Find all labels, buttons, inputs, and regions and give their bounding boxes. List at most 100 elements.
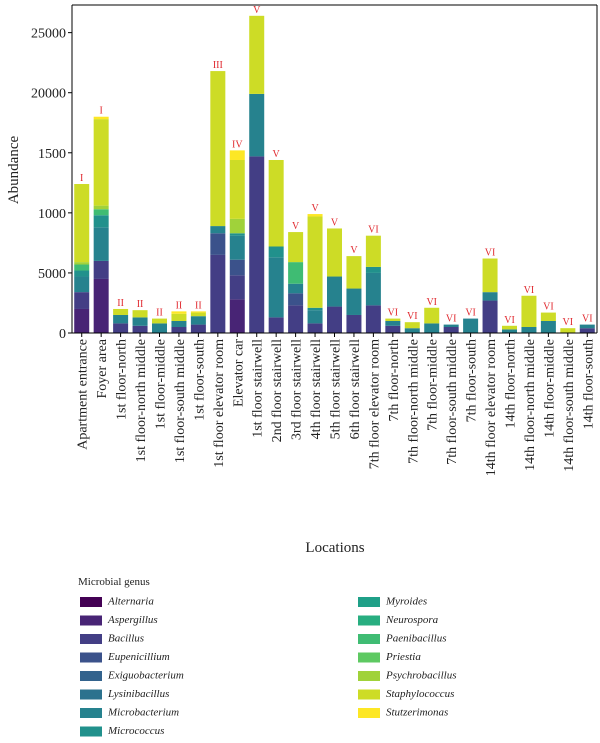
bar-segment: [93, 116, 109, 120]
group-label: II: [176, 300, 183, 311]
bar-segment: [288, 262, 304, 284]
legend-swatch: [80, 671, 102, 681]
x-tick-label: Foyer area: [95, 338, 110, 398]
bar-segment: [307, 323, 323, 333]
group-label: I: [99, 106, 102, 117]
bar-segment: [171, 313, 187, 321]
group-label: V: [292, 221, 300, 232]
x-tick-label: 1st floor-north: [115, 339, 130, 420]
bar-segment: [190, 324, 206, 333]
bar-segment: [327, 306, 342, 333]
group-label: VI: [485, 248, 496, 259]
bar-segment: [74, 262, 90, 265]
bar-segment: [249, 156, 265, 333]
bar-segment: [93, 209, 109, 216]
bar-segment: [560, 328, 576, 333]
bar-segment: [482, 258, 498, 293]
x-tick-label: 14th floor-south middle: [562, 339, 577, 472]
x-tick-label: 4th floor stairwell: [309, 339, 324, 439]
bar-segment: [152, 323, 167, 333]
bar-segment: [190, 312, 206, 317]
legend-label: Alternaria: [107, 596, 154, 608]
bar-segment: [229, 218, 245, 234]
x-tick-label: 1st floor-south middle: [173, 339, 188, 463]
bar-segment: [93, 119, 109, 206]
legend-label: Psychrobacillus: [385, 670, 456, 682]
bar-segment: [540, 312, 556, 321]
legend-swatch: [358, 634, 380, 644]
bar-segment: [404, 328, 420, 333]
legend-swatch: [358, 689, 380, 700]
y-tick-label: 25000: [31, 27, 66, 42]
group-label: VI: [446, 314, 457, 325]
legend-label: Microbacterium: [107, 707, 179, 719]
legend-label: Neurospora: [385, 614, 439, 626]
bar-segment: [385, 325, 401, 333]
legend-label: Lysinibacillus: [107, 688, 169, 700]
group-label: III: [213, 60, 223, 71]
group-label: V: [331, 217, 339, 228]
bar-segment: [463, 318, 479, 333]
bar-segment: [74, 276, 90, 293]
x-tick-label: 14th floor-north: [504, 339, 519, 429]
bar-segment: [502, 329, 517, 333]
legend-label: Myroides: [385, 596, 427, 608]
bar-segment: [268, 257, 284, 318]
bar-segment: [365, 272, 381, 306]
bar-segment: [327, 228, 342, 277]
bar-segment: [288, 283, 304, 294]
legend-swatch: [358, 615, 380, 626]
legend-label: Micrococcus: [107, 725, 164, 737]
bar-segment: [152, 318, 167, 324]
bar-segment: [229, 235, 245, 260]
bar-segment: [307, 307, 323, 311]
group-label: IV: [232, 139, 243, 150]
bar-segment: [229, 159, 245, 219]
bar-segment: [229, 259, 245, 276]
bar-segment: [249, 93, 265, 157]
bar-segment: [365, 235, 381, 267]
group-label: VI: [426, 297, 437, 308]
group-label: VI: [465, 308, 476, 319]
x-tick-label: 7th floor-south: [465, 339, 480, 422]
bar-segment: [268, 246, 284, 258]
bar-segment: [385, 320, 401, 326]
y-tick-label: 1000: [38, 207, 66, 222]
bar-segment: [113, 308, 129, 315]
x-tick-label: 1st floor-south: [192, 339, 207, 421]
bar-segment: [93, 260, 109, 279]
bar-segment: [482, 292, 498, 301]
x-tick-label: 5th floor stairwell: [329, 339, 344, 439]
bar-segment: [210, 233, 226, 255]
y-tick-label: 20000: [31, 87, 66, 102]
x-tick-label: 7th floor-south middle: [445, 339, 460, 465]
x-tick-label: 7th floor-middle: [426, 339, 441, 431]
bar-segment: [132, 317, 148, 326]
x-tick-label: 2nd floor stairwell: [270, 339, 285, 443]
bar-segment: [229, 233, 245, 236]
bar-segment: [229, 150, 245, 160]
group-label: VI: [368, 225, 379, 236]
bar-segment: [74, 264, 90, 271]
group-label: VI: [407, 311, 418, 322]
bar-segment: [502, 325, 517, 330]
x-tick-label: 3rd floor stairwell: [290, 339, 305, 440]
x-tick-label: 1st floor-middle: [154, 339, 169, 429]
legend-label: Stutzerimonas: [386, 707, 448, 719]
bar-segment: [93, 278, 109, 333]
group-label: VI: [543, 302, 554, 313]
bar-segment: [268, 317, 284, 333]
group-label: VI: [524, 285, 535, 296]
bar-segment: [113, 314, 129, 324]
bar-segment: [74, 270, 90, 277]
bar-segment: [93, 205, 109, 210]
y-tick-label: 1500: [38, 147, 66, 162]
bar-segment: [74, 292, 90, 309]
x-axis-title: Locations: [305, 540, 364, 556]
legend-swatch: [80, 615, 102, 626]
y-tick-label: 0: [59, 327, 66, 342]
bar-segment: [424, 323, 440, 333]
legend-swatch: [80, 597, 102, 607]
group-label: V: [350, 245, 358, 256]
legend-swatch: [80, 634, 102, 644]
